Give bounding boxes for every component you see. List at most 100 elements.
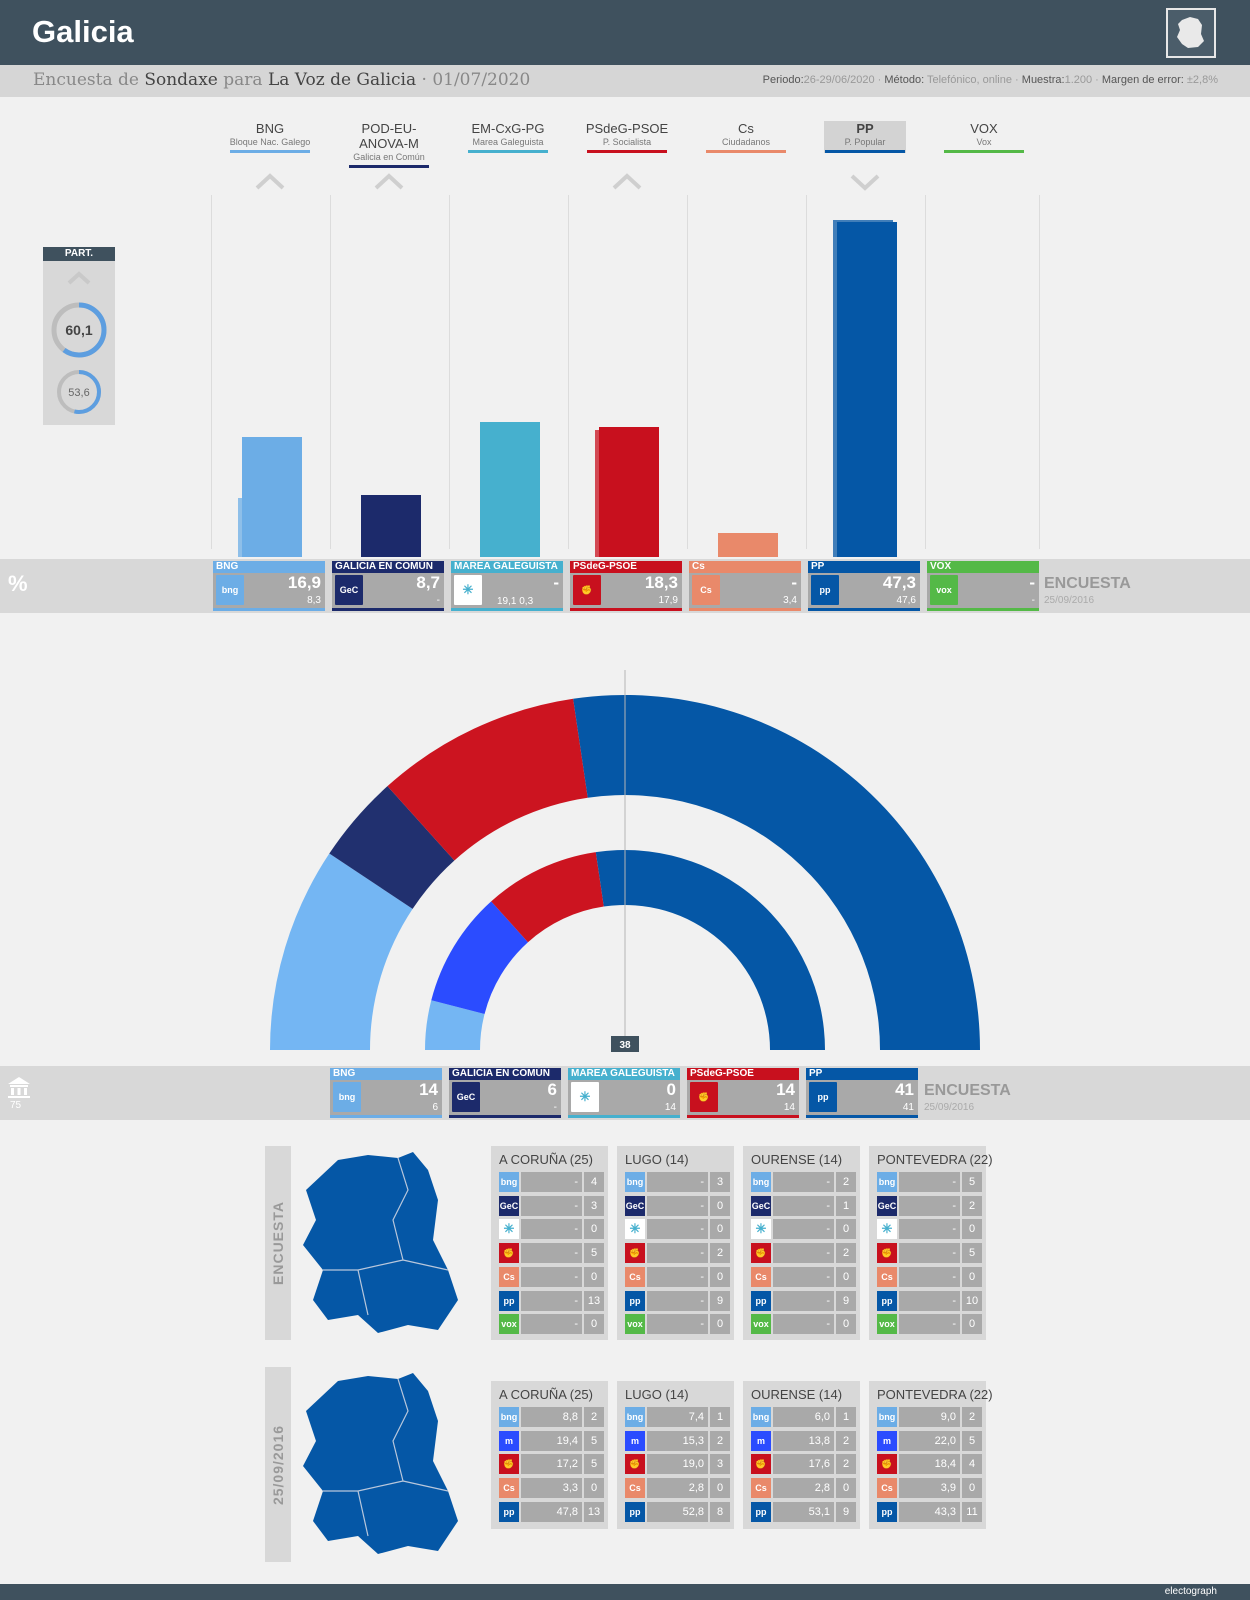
party-header-gec[interactable]: POD-EU-ANOVA-M Galicia en Común <box>339 121 439 168</box>
seat-card-pp[interactable]: PP pp 41 41 <box>806 1068 918 1118</box>
vox-logo-icon: vox <box>625 1314 645 1335</box>
party-name: POD-EU-ANOVA-M <box>359 121 419 151</box>
province-seats: 3 <box>710 1454 730 1475</box>
province-name: A CORUÑA (25) <box>499 1387 593 1402</box>
seat-count: 6 <box>547 1080 557 1099</box>
province-vote: - <box>899 1219 960 1240</box>
seats-arc-bng[interactable] <box>270 853 413 1050</box>
seats-prev-arc-pp[interactable] <box>595 850 825 1050</box>
province-row: Cs -0 <box>625 1266 733 1287</box>
participation-previous: 53,6 <box>68 387 89 399</box>
majority-number: 38 <box>619 1040 631 1051</box>
bar-cs[interactable] <box>718 532 778 557</box>
province-row: pp 47,8 13 <box>499 1501 607 1522</box>
encuesta-label: ENCUESTA <box>1044 575 1131 592</box>
province-seats: 8 <box>710 1501 730 1522</box>
bng-logo-icon: bng <box>751 1172 771 1192</box>
party-header-bng[interactable]: BNG Bloque Nac. Galego <box>220 121 320 153</box>
province-seats: 5 <box>962 1243 982 1264</box>
card-party-name: Cs <box>689 561 801 573</box>
province-seats: 0 <box>962 1266 982 1287</box>
province-seats: 2 <box>836 1454 856 1475</box>
vote-card-psoe[interactable]: PSdeG-PSOE ✊ 18,3 17,9 <box>570 561 682 611</box>
vote-card-marea[interactable]: MAREA GALEGUISTA ✳ - 19,1 0,3 <box>451 561 563 611</box>
party-header-psoe[interactable]: PSdeG-PSOE P. Socialista <box>577 121 677 153</box>
party-name: BNG <box>255 121 285 136</box>
province-vote: 13,8 <box>773 1430 834 1451</box>
party-header-vox[interactable]: VOX Vox <box>934 121 1034 153</box>
cs-logo-icon: Cs <box>877 1478 897 1499</box>
bar-pp[interactable] <box>837 222 897 557</box>
seat-card-bng[interactable]: BNG bng 14 6 <box>330 1068 442 1118</box>
bar-psoe[interactable] <box>599 427 659 557</box>
chevron-up-icon <box>612 173 642 190</box>
vote-previous: - <box>436 595 440 606</box>
seats-arc-psoe[interactable] <box>387 698 588 861</box>
party-color-line <box>587 150 667 153</box>
seat-card-marea[interactable]: MAREA GALEGUISTA ✳ 0 14 <box>568 1068 680 1118</box>
province-row: ✊ 17,6 2 <box>751 1454 859 1475</box>
province-row: vox -0 <box>499 1314 607 1335</box>
province-vote: - <box>521 1172 582 1192</box>
party-header-marea[interactable]: EM-CxG-PG Marea Galeguista <box>458 121 558 153</box>
province-vote: - <box>899 1266 960 1287</box>
province-seats: 5 <box>584 1430 604 1451</box>
province-seats: 5 <box>962 1172 982 1192</box>
party-subname: Marea Galeguista <box>472 137 544 147</box>
province-row: Cs 3,3 0 <box>499 1478 607 1499</box>
card-party-name: GALICIA EN COMÚN <box>332 561 444 573</box>
province-vote: - <box>647 1219 708 1240</box>
province-seats: 0 <box>710 1266 730 1287</box>
party-color-line <box>230 150 310 153</box>
seats-prev-arc-marea[interactable] <box>431 901 528 1014</box>
province-vote: - <box>647 1290 708 1311</box>
seats-prev-arc-bng[interactable] <box>425 1000 485 1050</box>
bar-marea[interactable] <box>480 421 540 557</box>
province-tile: LUGO (14) bng 7,4 1 m 15,3 2 ✊ 19,0 3 Cs 2,8 0 pp 52,8… <box>617 1381 734 1529</box>
seat-count: 14 <box>776 1080 795 1099</box>
province-seats: 5 <box>584 1454 604 1475</box>
encuesta-date: 25/09/2016 <box>1044 595 1095 606</box>
media-name: La Voz de Galicia <box>267 70 417 90</box>
bng-logo-icon: bng <box>751 1407 771 1427</box>
vote-card-vox[interactable]: VOX vox - - <box>927 561 1039 611</box>
bar-gec[interactable] <box>361 495 421 557</box>
seats-arc-gec[interactable] <box>329 786 455 909</box>
seat-card-gec[interactable]: GALICIA EN COMÚN GeC 6 - <box>449 1068 561 1118</box>
gec-logo-icon: GeC <box>751 1195 771 1216</box>
vote-card-pp[interactable]: PP pp 47,3 47,6 <box>808 561 920 611</box>
seats-arc-pp[interactable] <box>573 695 980 1050</box>
province-vote: 43,3 <box>899 1501 960 1522</box>
province-seats: 9 <box>836 1290 856 1311</box>
seats-prev-arc-psoe[interactable] <box>491 852 604 943</box>
province-row: Cs -0 <box>751 1266 859 1287</box>
province-seats: 0 <box>836 1478 856 1499</box>
bng-logo-icon: bng <box>499 1172 519 1192</box>
party-header-cs[interactable]: Cs Ciudadanos <box>696 121 796 153</box>
province-row: ✊ -2 <box>751 1243 859 1264</box>
vote-card-bng[interactable]: BNG bng 16,9 8,3 <box>213 561 325 611</box>
seat-card-psoe[interactable]: PSdeG-PSOE ✊ 14 14 <box>687 1068 799 1118</box>
subtitle-bar: Encuesta de Sondaxe para La Voz de Galic… <box>0 65 1250 97</box>
seat-previous: 6 <box>432 1102 438 1113</box>
participation-panel: PART. 60,1 53,6 <box>43 247 115 425</box>
province-vote: 19,4 <box>521 1430 582 1451</box>
province-seats: 0 <box>836 1219 856 1240</box>
seat-previous: 14 <box>783 1102 795 1113</box>
province-row: ✊ 17,2 5 <box>499 1454 607 1475</box>
province-vote: 8,8 <box>521 1407 582 1427</box>
party-header-pp[interactable]: PP P. Popular <box>824 121 906 153</box>
provinces-encuesta-label: ENCUESTA <box>265 1146 291 1340</box>
galicia-map-icon[interactable] <box>1166 8 1216 58</box>
marea-logo-icon: ✳ <box>499 1219 519 1240</box>
bar-bng[interactable] <box>242 437 302 557</box>
vote-card-cs[interactable]: Cs Cs -3,4 <box>689 561 801 611</box>
province-vote: - <box>521 1314 582 1335</box>
vote-card-gec[interactable]: GALICIA EN COMÚN GeC 8,7 - <box>332 561 444 611</box>
province-vote: - <box>647 1314 708 1335</box>
top-bar: Galicia <box>0 0 1250 65</box>
card-party-name: MAREA GALEGUISTA <box>568 1068 680 1080</box>
gec-logo-icon: GeC <box>335 575 363 605</box>
cs-logo-icon: Cs <box>499 1266 519 1287</box>
province-row: pp -9 <box>751 1290 859 1311</box>
